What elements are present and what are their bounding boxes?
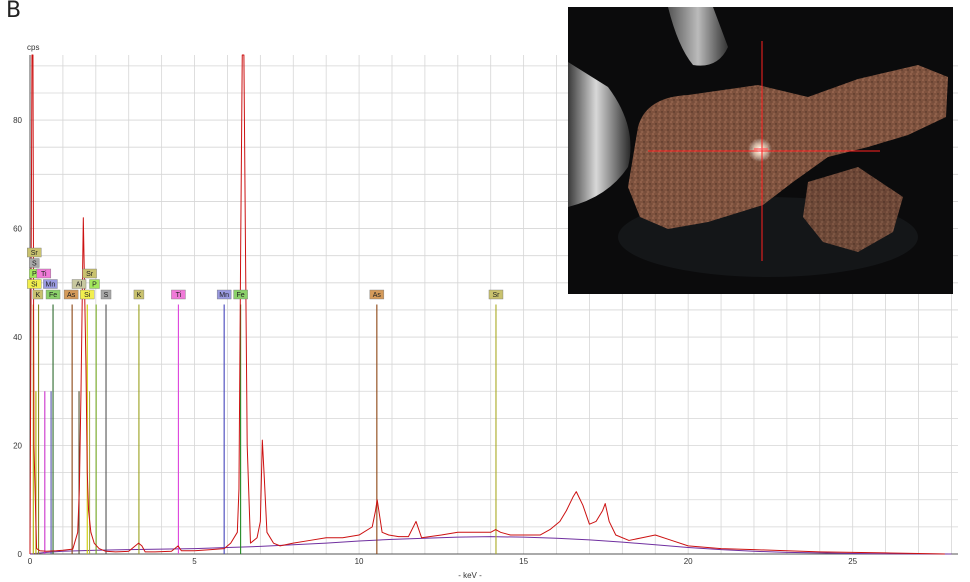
y-tick-label: 80 (13, 116, 22, 125)
sample-particle-main (628, 65, 948, 229)
element-tag-label: K (36, 292, 41, 299)
element-tag-si: Si (27, 279, 42, 289)
x-axis-label: - keV - (458, 571, 482, 580)
element-lines-layer (32, 304, 497, 554)
y-axis-label: cps (27, 43, 39, 52)
element-tag-label: K (137, 292, 142, 299)
element-tag-k: K (32, 289, 44, 300)
element-tag-mn: Mn (43, 279, 58, 289)
y-tick-label: 20 (13, 442, 22, 451)
element-tag-label: Mn (46, 282, 56, 289)
element-tag-label: Al (76, 282, 83, 289)
element-tag-label: Sr (86, 271, 94, 278)
element-tag-label: Si (31, 282, 38, 289)
element-tag-label: Si (84, 292, 91, 299)
spectrum-line (29, 54, 945, 555)
element-tag-s: S (100, 289, 112, 300)
x-tick-label: 0 (28, 557, 33, 566)
element-tag-ti: Ti (36, 268, 52, 279)
element-tag-label: S (104, 292, 109, 299)
background-curve (29, 536, 952, 555)
element-tag-sr: Sr (82, 268, 97, 279)
element-tag-al: Al (71, 279, 87, 289)
x-tick-label: 20 (684, 557, 693, 566)
background-curve-layer (29, 536, 952, 555)
sample-micrograph (568, 7, 953, 294)
element-tag-label: Sr (31, 250, 39, 257)
x-tick-label: 15 (519, 557, 528, 566)
element-tag-label: P (92, 282, 97, 289)
probe-left (568, 62, 631, 207)
element-tag-label: As (67, 292, 76, 299)
element-tag-k: K (133, 289, 145, 300)
element-tag-sr: Sr (27, 247, 42, 258)
element-tag-as: As (369, 289, 385, 300)
element-tag-s: S (29, 258, 40, 268)
element-tag-p: P (89, 279, 100, 289)
element-tag-sr: Sr (488, 289, 504, 300)
element-tag-as: As (63, 289, 79, 300)
element-tag-label: Fe (237, 292, 245, 299)
element-tag-label: Mn (219, 292, 229, 299)
tick-labels-layer: 0 5 10 15 20 25 0 20 40 60 80 (13, 116, 858, 566)
element-tag-label: Sr (492, 292, 500, 299)
element-tag-mn: Mn (216, 289, 232, 300)
element-tag-ti: Ti (171, 289, 186, 300)
spectrum-layer (29, 54, 945, 555)
panel-label: B (6, 0, 22, 23)
y-tick-label: 0 (18, 550, 23, 559)
x-tick-label: 25 (848, 557, 857, 566)
element-tag-fe: Fe (45, 289, 61, 300)
element-tag-label: Ti (41, 271, 47, 278)
probe-top (668, 7, 728, 66)
x-tick-label: 10 (355, 557, 364, 566)
element-tag-si: Si (80, 289, 95, 300)
element-tag-fe: Fe (233, 289, 248, 300)
element-tag-label: Fe (49, 292, 57, 299)
x-tick-label: 5 (192, 557, 197, 566)
element-tag-label: Ti (176, 292, 182, 299)
element-tag-label: P (32, 271, 37, 278)
sample-particle-small (803, 167, 903, 252)
y-tick-label: 40 (13, 333, 22, 342)
element-tag-label: S (32, 261, 37, 268)
y-tick-label: 60 (13, 225, 22, 234)
element-tag-label: As (373, 292, 382, 299)
